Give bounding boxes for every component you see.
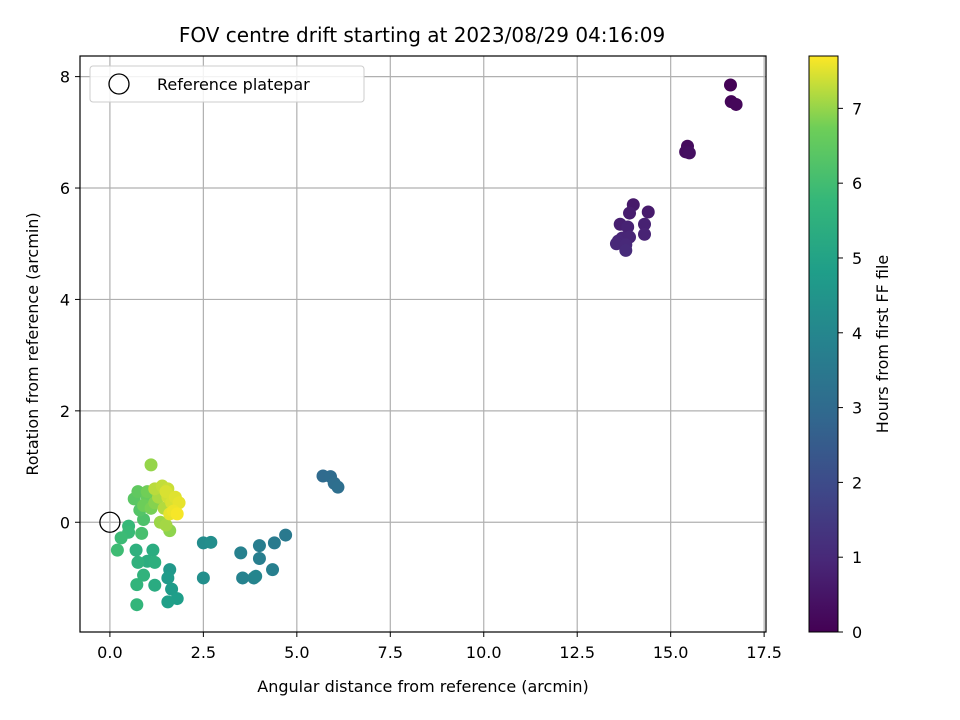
data-point [638, 227, 652, 241]
data-point [641, 205, 655, 219]
data-point [131, 555, 145, 569]
data-point [146, 543, 160, 557]
x-tick-label: 5.0 [284, 643, 309, 662]
y-tick-label: 8 [60, 68, 70, 87]
data-point [159, 518, 173, 532]
x-tick-label: 10.0 [466, 643, 502, 662]
data-point [204, 535, 218, 549]
data-point [114, 531, 128, 545]
data-point [137, 568, 151, 582]
data-point [148, 555, 162, 569]
data-point [148, 578, 162, 592]
data-point [266, 563, 280, 577]
data-point [729, 97, 743, 111]
data-point [279, 528, 293, 542]
x-tick-label: 7.5 [378, 643, 403, 662]
colorbar-tick-label: 0 [852, 623, 862, 642]
y-tick-label: 4 [60, 290, 70, 309]
y-axis-ticks: 0 2 4 6 8 [60, 68, 80, 532]
x-tick-label: 15.0 [653, 643, 689, 662]
data-point [131, 485, 145, 499]
data-point [638, 217, 652, 231]
y-tick-label: 6 [60, 179, 70, 198]
data-point [129, 543, 143, 557]
x-tick-label: 12.5 [559, 643, 595, 662]
data-point [130, 578, 144, 592]
colorbar-tick-label: 4 [852, 324, 862, 343]
legend: Reference platepar [89, 65, 365, 103]
y-tick-label: 2 [60, 402, 70, 421]
data-point [161, 571, 175, 585]
x-tick-label: 17.5 [746, 643, 782, 662]
data-point [252, 539, 266, 553]
data-point [252, 551, 266, 565]
y-axis-label: Rotation from reference (arcmin) [23, 212, 42, 475]
x-tick-label: 2.5 [191, 643, 216, 662]
colorbar-tick-label: 7 [852, 99, 862, 118]
data-point [621, 220, 635, 234]
chart-title: FOV centre drift starting at 2023/08/29 … [179, 23, 665, 47]
data-point [723, 78, 737, 92]
plot-frame [79, 55, 767, 633]
colorbar-tick-label: 2 [852, 473, 862, 492]
data-point [331, 480, 345, 494]
colorbar: 0 1 2 3 4 5 6 7 Hours from first FF file [808, 55, 892, 642]
data-point [682, 146, 696, 160]
data-point [236, 571, 250, 585]
colorbar-ticks: 0 1 2 3 4 5 6 7 [838, 99, 862, 642]
x-axis-ticks: 0.0 2.5 5.0 7.5 10.0 12.5 15.0 17.5 [97, 632, 782, 662]
data-point [619, 243, 633, 257]
data-point [110, 543, 124, 557]
legend-marker-reference [108, 73, 130, 95]
colorbar-label: Hours from first FF file [873, 255, 892, 434]
data-point [144, 458, 158, 472]
colorbar-gradient [808, 55, 839, 633]
data-point [170, 507, 184, 521]
colorbar-tick-label: 6 [852, 174, 862, 193]
reference-platepar-marker [99, 511, 121, 533]
data-point [249, 569, 263, 583]
data-point [130, 598, 144, 612]
data-points [99, 78, 743, 612]
data-point [135, 526, 149, 540]
grid [80, 56, 766, 632]
x-tick-label: 0.0 [97, 643, 122, 662]
data-point [623, 206, 637, 220]
y-tick-label: 0 [60, 513, 70, 532]
data-point [165, 582, 179, 596]
colorbar-tick-label: 1 [852, 548, 862, 567]
data-point [196, 571, 210, 585]
legend-label-reference: Reference platepar [157, 75, 310, 94]
data-point [234, 546, 248, 560]
data-point [267, 536, 281, 550]
x-axis-label: Angular distance from reference (arcmin) [257, 677, 588, 696]
colorbar-tick-label: 5 [852, 249, 862, 268]
data-point [161, 595, 175, 609]
legend-box [89, 65, 365, 103]
data-point [159, 485, 173, 499]
colorbar-tick-label: 3 [852, 399, 862, 418]
